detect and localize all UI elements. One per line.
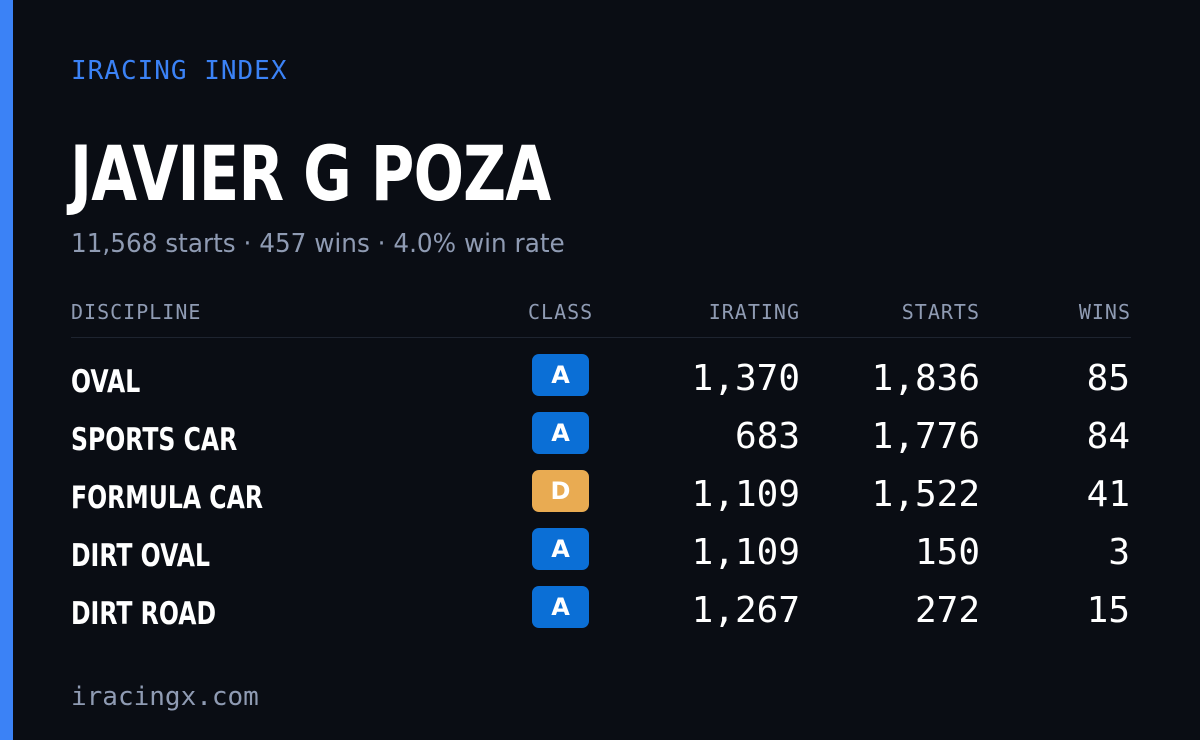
class-badge: D	[532, 470, 589, 512]
header-wins: WINS	[1078, 300, 1131, 324]
irating-value: 1,109	[691, 532, 800, 573]
footer-site-link[interactable]: iracingx.com	[71, 682, 259, 712]
wins-value: 15	[1086, 590, 1130, 631]
class-badge: A	[532, 354, 589, 396]
wins-value: 85	[1086, 358, 1130, 399]
header-discipline: DISCIPLINE	[71, 300, 202, 324]
driver-summary: 11,568 starts · 457 wins · 4.0% win rate	[71, 229, 565, 259]
table-row: SPORTS CAR A 683 1,776 84	[71, 410, 1131, 468]
class-badge: A	[532, 586, 589, 628]
table-row: DIRT ROAD A 1,267 272 15	[71, 584, 1131, 642]
irating-value: 1,370	[691, 358, 800, 399]
header-starts: STARTS	[901, 300, 980, 324]
table-row: DIRT OVAL A 1,109 150 3	[71, 526, 1131, 584]
discipline-name: SPORTS CAR	[71, 422, 238, 458]
wins-value: 84	[1086, 416, 1130, 457]
brand-label: IRACING INDEX	[71, 56, 288, 86]
class-badge: A	[532, 528, 589, 570]
discipline-table: OVAL A 1,370 1,836 85 SPORTS CAR A 683 1…	[71, 352, 1131, 642]
header-class: CLASS	[528, 300, 594, 324]
starts-value: 150	[914, 532, 980, 573]
table-header: DISCIPLINE CLASS IRATING STARTS WINS	[71, 300, 1131, 338]
starts-value: 1,836	[871, 358, 980, 399]
table-row: FORMULA CAR D 1,109 1,522 41	[71, 468, 1131, 526]
wins-value: 3	[1108, 532, 1130, 573]
header-irating: IRATING	[708, 300, 800, 324]
table-row: OVAL A 1,370 1,836 85	[71, 352, 1131, 410]
class-badge: A	[532, 412, 589, 454]
discipline-name: DIRT OVAL	[71, 538, 210, 574]
accent-bar	[0, 0, 13, 740]
discipline-name: OVAL	[71, 364, 141, 400]
starts-value: 272	[914, 590, 980, 631]
driver-name: JAVIER G POZA	[70, 129, 551, 218]
starts-value: 1,776	[871, 416, 980, 457]
starts-value: 1,522	[871, 474, 980, 515]
discipline-name: DIRT ROAD	[71, 596, 217, 632]
wins-value: 41	[1086, 474, 1130, 515]
discipline-name: FORMULA CAR	[71, 480, 263, 516]
irating-value: 1,267	[691, 590, 800, 631]
irating-value: 683	[734, 416, 800, 457]
irating-value: 1,109	[691, 474, 800, 515]
